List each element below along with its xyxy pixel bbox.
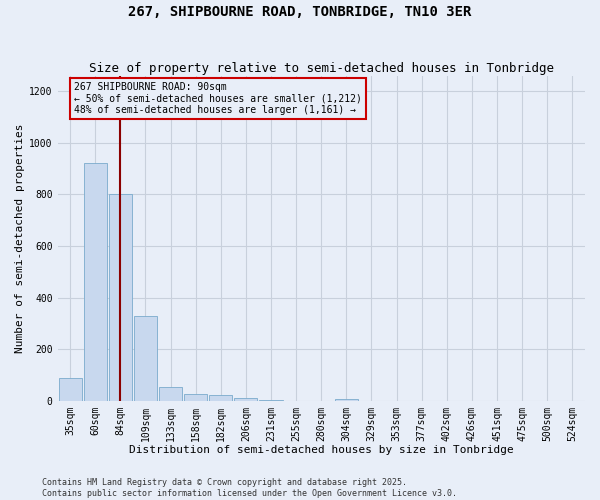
Text: 267 SHIPBOURNE ROAD: 90sqm
← 50% of semi-detached houses are smaller (1,212)
48%: 267 SHIPBOURNE ROAD: 90sqm ← 50% of semi…: [74, 82, 362, 116]
Bar: [159, 386, 182, 400]
Bar: [109, 194, 132, 400]
Bar: [209, 395, 232, 400]
Bar: [83, 164, 107, 400]
Text: 267, SHIPBOURNE ROAD, TONBRIDGE, TN10 3ER: 267, SHIPBOURNE ROAD, TONBRIDGE, TN10 3E…: [128, 5, 472, 19]
X-axis label: Distribution of semi-detached houses by size in Tonbridge: Distribution of semi-detached houses by …: [129, 445, 514, 455]
Bar: [134, 316, 157, 400]
Y-axis label: Number of semi-detached properties: Number of semi-detached properties: [15, 124, 25, 353]
Bar: [235, 398, 257, 400]
Bar: [59, 378, 82, 400]
Bar: [184, 394, 207, 400]
Title: Size of property relative to semi-detached houses in Tonbridge: Size of property relative to semi-detach…: [89, 62, 554, 74]
Text: Contains HM Land Registry data © Crown copyright and database right 2025.
Contai: Contains HM Land Registry data © Crown c…: [42, 478, 457, 498]
